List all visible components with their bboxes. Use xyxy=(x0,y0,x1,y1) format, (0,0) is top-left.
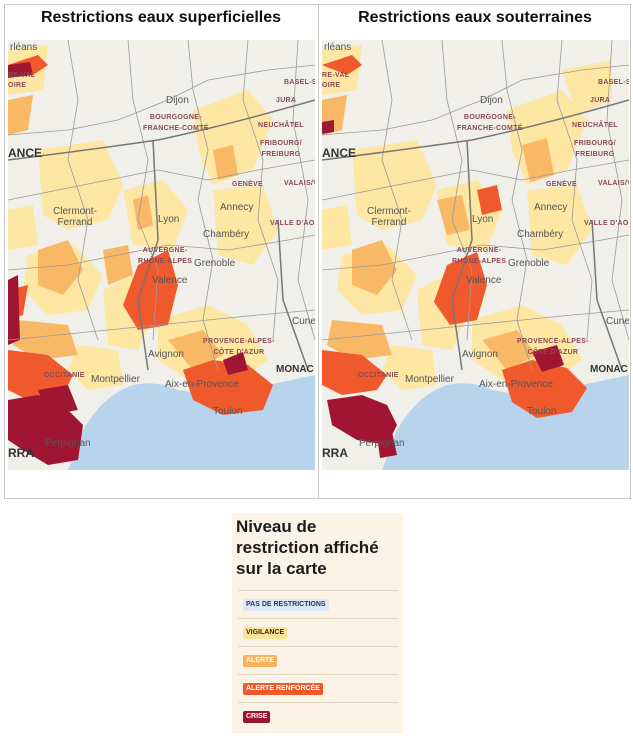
label-geneve: GENÈVE xyxy=(232,181,263,188)
label-perpignan: Perpignan xyxy=(359,438,405,449)
label-cuneo: Cune xyxy=(606,316,629,327)
surface-water-map[interactable]: rléans RE-VAL OIRE Dijon BOURGOGNE- FRAN… xyxy=(8,40,315,470)
label-valle-aosta: VALLE D'AOS xyxy=(270,220,315,227)
label-bfc: BOURGOGNE- FRANCHE-COMTÉ xyxy=(143,114,209,132)
department-borders xyxy=(322,40,629,371)
label-monaco: MONAC xyxy=(590,364,628,375)
label-jura: JURA xyxy=(590,97,611,104)
label-grenoble: Grenoble xyxy=(194,258,236,269)
label-france: ANCE xyxy=(8,146,43,160)
label-montpellier: Montpellier xyxy=(91,374,140,385)
label-annecy: Annecy xyxy=(220,202,254,213)
label-paca: PROVENCE-ALPES- CÔTE D'AZUR xyxy=(517,338,589,356)
label-dijon: Dijon xyxy=(166,95,189,106)
label-rra: RRA xyxy=(322,446,348,460)
legend-title: Niveau de restriction affiché sur la car… xyxy=(236,517,379,578)
legend-chip-alerte: ALERTE xyxy=(243,655,277,667)
label-cuneo: Cune xyxy=(292,316,315,327)
legend-row-alerte: ALERTE xyxy=(238,646,398,674)
label-dijon: Dijon xyxy=(480,95,503,106)
legend-row-alerte-renforcee: ALERTE RENFORCÉE xyxy=(238,674,398,702)
label-valence: Valence xyxy=(466,275,502,286)
label-loire: OIRE xyxy=(8,82,27,89)
legend-chip-vigilance: VIGILANCE xyxy=(243,627,288,639)
legend-row-crise: CRISE xyxy=(238,702,398,730)
label-toulon: Toulon xyxy=(213,406,243,417)
groundwater-map[interactable]: rléans RE-VAL OIRE Dijon BOURGOGNE- FRAN… xyxy=(322,40,629,470)
groundwater-map-layer xyxy=(322,40,629,470)
label-valais: VALAIS/V xyxy=(598,180,629,187)
crise-zones xyxy=(322,120,564,458)
label-neuchatel: NEUCHÂTEL xyxy=(572,122,618,129)
label-toulon: Toulon xyxy=(527,406,557,417)
legend-chip-no-restriction: PAS DE RESTRICTIONS xyxy=(243,599,329,611)
department-borders xyxy=(8,40,315,371)
label-lyon: Lyon xyxy=(158,214,180,225)
label-orleans: rléans xyxy=(10,42,38,53)
label-montpellier: Montpellier xyxy=(405,374,454,385)
label-occitanie: OCCITANIE xyxy=(358,372,399,379)
label-valais: VALAIS/V xyxy=(284,180,315,187)
legend-row-vigilance: VIGILANCE xyxy=(238,618,398,646)
label-chambery: Chambéry xyxy=(203,229,250,240)
label-basel: BASEL-S xyxy=(598,79,629,86)
alerte-zones xyxy=(8,95,238,370)
label-clermont: Clermont- Ferrand xyxy=(367,206,411,228)
label-chambery: Chambéry xyxy=(517,229,564,240)
region-borders xyxy=(322,99,629,371)
label-paca: PROVENCE-ALPES- CÔTE D'AZUR xyxy=(203,338,275,356)
label-jura: JURA xyxy=(276,97,297,104)
restriction-legend: Niveau de restriction affiché sur la car… xyxy=(232,513,403,733)
label-aix: Aix-en-Provence xyxy=(165,379,239,390)
alerte-zones xyxy=(322,95,554,370)
label-france: ANCE xyxy=(322,146,357,160)
label-centre-val: RE-VAL xyxy=(8,72,36,79)
surface-water-map-layer xyxy=(8,40,315,470)
label-rra: RRA xyxy=(8,446,34,460)
label-grenoble: Grenoble xyxy=(508,258,550,269)
label-perpignan: Perpignan xyxy=(45,438,91,449)
region-borders xyxy=(8,99,315,371)
label-annecy: Annecy xyxy=(534,202,568,213)
label-fribourg: FRIBOURG/ FREIBURG xyxy=(260,140,302,158)
label-bfc: BOURGOGNE- FRANCHE-COMTÉ xyxy=(457,114,523,132)
label-valence: Valence xyxy=(152,275,188,286)
label-monaco: MONAC xyxy=(276,364,314,375)
label-fribourg: FRIBOURG/ FREIBURG xyxy=(574,140,616,158)
label-basel: BASEL-S xyxy=(284,79,315,86)
legend-chip-crise: CRISE xyxy=(243,711,271,723)
label-avignon: Avignon xyxy=(462,349,498,360)
label-neuchatel: NEUCHÂTEL xyxy=(258,122,304,129)
crise-zones xyxy=(8,62,248,465)
legend-chip-alerte-renforcee: ALERTE RENFORCÉE xyxy=(243,683,323,695)
label-ara: AUVERGNE- RHÔNE-ALPES xyxy=(452,247,507,265)
label-clermont: Clermont- Ferrand xyxy=(53,206,97,228)
alerte-renforcee-zones xyxy=(322,55,587,418)
label-lyon: Lyon xyxy=(472,214,494,225)
legend-row-no-restriction: PAS DE RESTRICTIONS xyxy=(238,590,398,618)
label-occitanie: OCCITANIE xyxy=(44,372,85,379)
label-orleans: rléans xyxy=(324,42,352,53)
alerte-renforcee-zones xyxy=(8,55,273,415)
label-loire: OIRE xyxy=(322,82,341,89)
label-valle-aosta: VALLE D'AOS xyxy=(584,220,629,227)
label-aix: Aix-en-Provence xyxy=(479,379,553,390)
label-geneve: GENÈVE xyxy=(546,181,577,188)
label-ara: AUVERGNE- RHÔNE-ALPES xyxy=(138,247,193,265)
label-avignon: Avignon xyxy=(148,349,184,360)
label-centre-val: RE-VAL xyxy=(322,72,350,79)
panel-divider xyxy=(318,4,319,499)
groundwater-title: Restrictions eaux souterraines xyxy=(358,9,592,26)
surface-water-title: Restrictions eaux superficielles xyxy=(40,9,282,26)
